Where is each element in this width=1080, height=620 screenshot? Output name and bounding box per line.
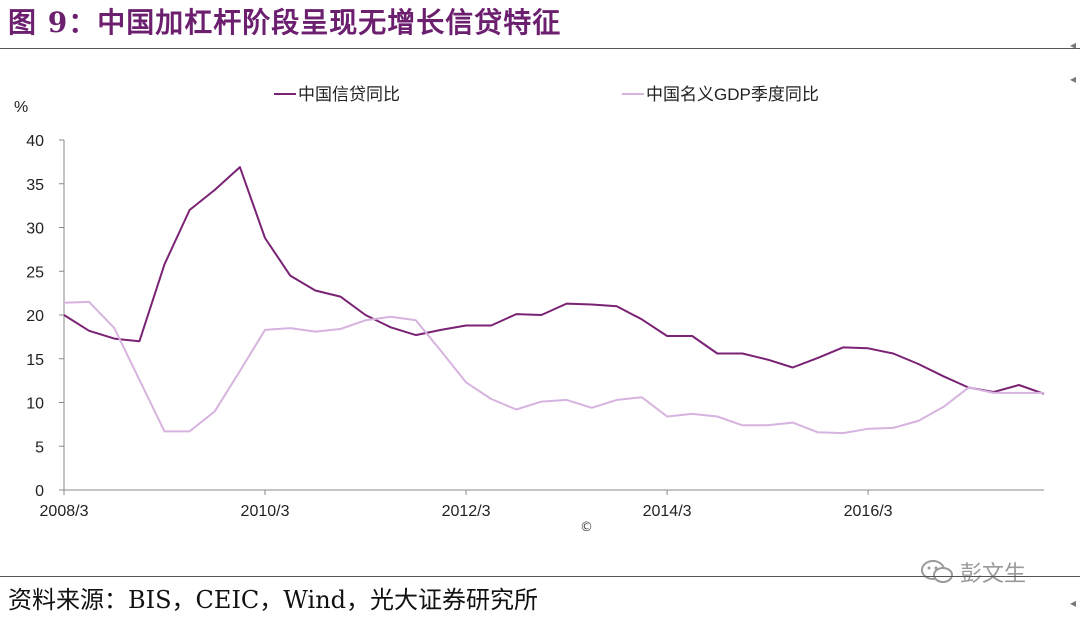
y-tick-label: 25 [26,264,44,281]
axes-layer: 0 5 10 15 20 25 30 35 40% 2008/3 2010/3 2012/3 2014/… [14,99,1044,520]
y-tick-label: 40 [26,133,44,150]
y-tick-label: 15 [26,352,44,369]
figure-title: 图 9：中国加杠杆阶段呈现无增长信贷特征 [8,6,562,39]
x-tick-label: 2008/3 [40,503,89,520]
figure-title-bar: 图 9：中国加杠杆阶段呈现无增长信贷特征 [8,2,1068,44]
side-mark-bottom: ◂ [1069,596,1076,610]
copyright-mark: © [580,520,593,535]
y-tick-label: 35 [26,177,44,194]
legend: 中国信贷同比 中国名义GDP季度同比 [274,85,819,104]
y-tick-label: 5 [35,439,44,456]
watermark: 彭文生 [920,556,1026,588]
top-rule [0,48,1080,49]
wechat-icon [921,560,953,583]
series-line-credit [63,166,1045,395]
x-tick-label: 2014/3 [643,503,692,520]
y-tick-label: 30 [26,221,44,238]
side-mark-top: ◂ [1069,38,1076,52]
y-tick-label: 10 [26,396,44,413]
y-axis-label: % [14,99,28,116]
x-tick-label: 2016/3 [844,503,893,520]
watermark-text: 彭文生 [960,562,1027,587]
y-tick-label: 20 [26,308,44,325]
series-line-gdp [63,300,1044,435]
x-tick-label: 2010/3 [241,503,290,520]
side-mark-upper: ◂ [1069,72,1076,86]
series-layer [63,166,1045,435]
legend-label: 中国信贷同比 [298,85,400,104]
x-tick-label: 2012/3 [442,503,491,520]
legend-label: 中国名义GDP季度同比 [646,85,819,104]
bottom-rule [0,576,1080,577]
y-tick-label: 0 [35,483,44,500]
source-note: 资料来源：BIS，CEIC，Wind，光大证券研究所 [8,586,539,614]
line-chart: 0 5 10 15 20 25 30 35 40% 2008/3 2010/3 2012/3 2014/… [14,85,1045,520]
